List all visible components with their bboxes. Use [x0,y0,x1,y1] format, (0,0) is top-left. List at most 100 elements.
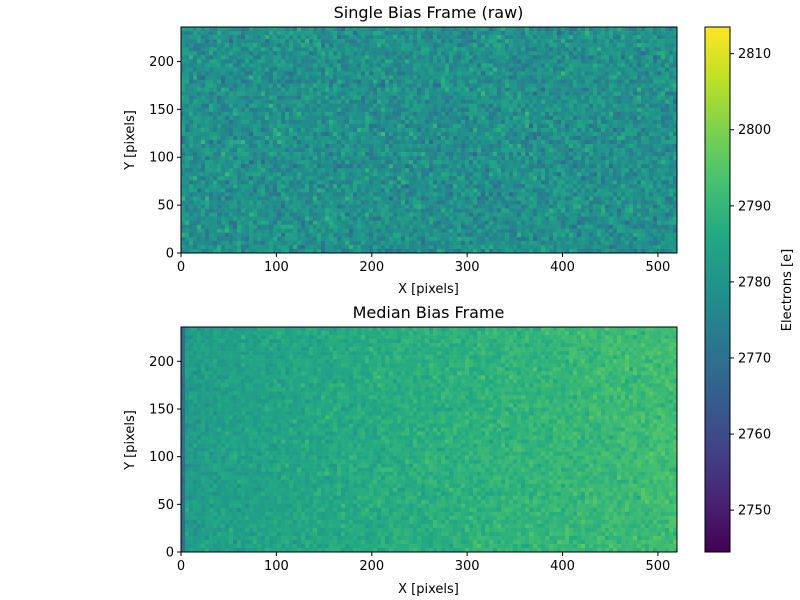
heatmap-cell [349,140,353,144]
heatmap-cell [489,120,493,124]
heatmap-cell [361,132,365,136]
heatmap-cell [581,51,585,55]
heatmap-cell [417,55,421,59]
heatmap-cell [665,96,669,100]
heatmap-cell [465,124,469,128]
heatmap-cell [185,140,189,144]
heatmap-cell [529,120,533,124]
heatmap-cell [437,96,441,100]
heatmap-cell [341,112,345,116]
heatmap-cell [409,180,413,184]
heatmap-cell [577,92,581,96]
heatmap-cell [537,27,541,31]
heatmap-cell [657,164,661,168]
heatmap-cell [661,144,665,148]
heatmap-cell [525,112,529,116]
heatmap-cell [445,47,449,51]
heatmap-cell [613,27,617,31]
heatmap-cell [373,148,377,152]
heatmap-cell [197,104,201,108]
heatmap-cell [253,71,257,75]
heatmap-cell [625,35,629,39]
heatmap-cell [389,112,393,116]
heatmap-cell [209,79,213,83]
heatmap-cell [569,140,573,144]
heatmap-cell [293,152,297,156]
heatmap-cell [253,84,257,88]
heatmap-cell [273,112,277,116]
heatmap-cell [229,39,233,43]
heatmap-cell [453,136,457,140]
heatmap-cell [441,124,445,128]
heatmap-cell [437,79,441,83]
heatmap-cell [353,31,357,35]
heatmap-cell [237,27,241,31]
heatmap-cell [585,35,589,39]
heatmap-cell [665,108,669,112]
heatmap-cell [613,180,617,184]
heatmap-cell [509,144,513,148]
heatmap-cell [313,84,317,88]
heatmap-cell [613,120,617,124]
heatmap-cell [389,168,393,172]
heatmap-cell [265,144,269,148]
heatmap-cell [537,124,541,128]
heatmap-cell [605,51,609,55]
heatmap-cell [557,67,561,71]
heatmap-cell [529,67,533,71]
heatmap-cell [541,132,545,136]
heatmap-cell [233,152,237,156]
heatmap-cell [277,63,281,67]
heatmap-cell [413,84,417,88]
heatmap-cell [493,59,497,63]
heatmap-cell [657,59,661,63]
heatmap-cell [473,116,477,120]
heatmap-cell [601,164,605,168]
heatmap-cell [225,116,229,120]
heatmap-cell [453,84,457,88]
heatmap-cell [193,67,197,71]
heatmap-cell [289,144,293,148]
heatmap-cell [409,96,413,100]
heatmap-cell [249,104,253,108]
heatmap-cell [385,112,389,116]
heatmap-cell [525,39,529,43]
heatmap-cell [565,180,569,184]
heatmap-cell [305,124,309,128]
heatmap-cell [233,132,237,136]
heatmap-cell [281,108,285,112]
heatmap-cell [417,47,421,51]
heatmap-cell [557,88,561,92]
heatmap-cell [621,51,625,55]
heatmap-cell [437,136,441,140]
heatmap-cell [589,136,593,140]
heatmap-cell [301,51,305,55]
heatmap-cell [201,144,205,148]
heatmap-cell [393,92,397,96]
heatmap-cell [397,116,401,120]
heatmap-cell [325,152,329,156]
heatmap-cell [501,164,505,168]
heatmap-cell [341,132,345,136]
heatmap-cell [557,184,561,188]
heatmap-cell [201,92,205,96]
heatmap-cell [361,144,365,148]
heatmap-cell [285,84,289,88]
heatmap-cell [373,116,377,120]
heatmap-cell [321,43,325,47]
heatmap-cell [197,27,201,31]
heatmap-cell [281,71,285,75]
heatmap-cell [289,188,293,192]
heatmap-cell [349,104,353,108]
heatmap-cell [481,136,485,140]
heatmap-cell [441,67,445,71]
heatmap-cell [537,39,541,43]
heatmap-cell [281,55,285,59]
heatmap-cell [593,84,597,88]
heatmap-cell [537,128,541,132]
heatmap-cell [245,39,249,43]
heatmap-cell [613,164,617,168]
heatmap-cell [513,180,517,184]
heatmap-cell [525,59,529,63]
heatmap-cell [221,168,225,172]
